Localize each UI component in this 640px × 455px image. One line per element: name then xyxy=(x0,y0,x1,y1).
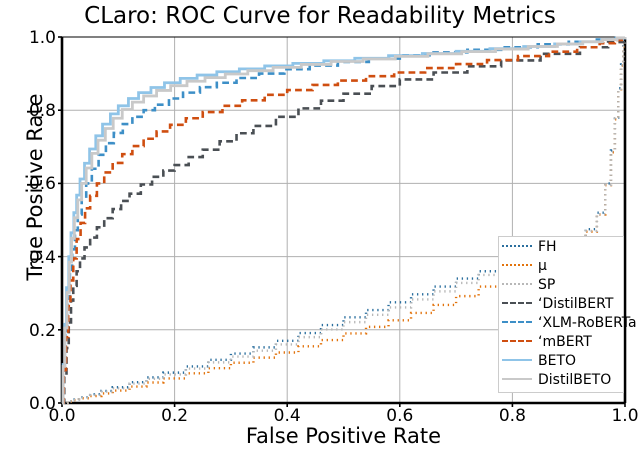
legend-line-sample-icon xyxy=(502,279,532,291)
x-tick-label: 0.4 xyxy=(273,406,301,426)
roc-curve-sp xyxy=(62,37,627,405)
legend-item-label: ‘DistilBERT xyxy=(538,295,614,312)
legend-item-label: FH xyxy=(538,238,557,255)
legend-line-sample-icon xyxy=(502,355,532,367)
legend-item-label: DistilBETO xyxy=(538,371,612,388)
legend-item[interactable]: ‘DistilBERT xyxy=(499,294,623,313)
x-tick-label: 1.0 xyxy=(611,406,639,426)
x-axis-label: False Positive Rate xyxy=(245,424,442,448)
roc-curve-fh xyxy=(62,37,627,405)
y-tick-label: 1.0 xyxy=(28,28,56,48)
legend-item[interactable]: μ xyxy=(499,256,623,275)
roc-curve-distilbert xyxy=(62,37,627,405)
roc-curves xyxy=(61,36,627,405)
y-tick-label: 0.8 xyxy=(28,101,56,122)
y-tick-label: 0.4 xyxy=(28,247,56,268)
roc-curve-mbert xyxy=(62,37,627,405)
roc-curve-beto xyxy=(61,36,627,405)
legend-item[interactable]: BETO xyxy=(499,351,623,370)
chart-title: CLaro: ROC Curve for Readability Metrics xyxy=(84,3,556,29)
legend-line-sample-icon xyxy=(502,260,532,272)
legend-item-label: ‘XLM-RoBERTa xyxy=(538,314,637,331)
x-tick-label: 0.0 xyxy=(48,406,76,426)
legend-item-label: μ xyxy=(538,257,547,274)
x-tick-label: 0.8 xyxy=(498,406,526,426)
chart-legend: FH μ SP ‘DistilBERT ‘XLM-RoBERTa ‘mBERT BETO Di… xyxy=(498,236,637,393)
legend-item[interactable]: ‘XLM-RoBERTa xyxy=(499,313,637,332)
legend-item[interactable]: SP xyxy=(499,275,623,294)
legend-item[interactable]: ‘mBERT xyxy=(499,332,623,351)
y-tick-label: 0.2 xyxy=(28,320,56,341)
legend-line-sample-icon xyxy=(502,241,532,253)
legend-item-label: ‘mBERT xyxy=(538,333,592,350)
legend-line-sample-icon xyxy=(502,336,532,348)
legend-line-sample-icon xyxy=(502,298,532,310)
legend-item-label: BETO xyxy=(538,352,577,369)
x-tick-label: 0.2 xyxy=(161,406,189,426)
y-tick-label: 0.0 xyxy=(28,394,56,414)
legend-line-sample-icon xyxy=(502,374,532,386)
legend-item-label: SP xyxy=(538,276,556,293)
y-tick-label: 0.6 xyxy=(28,174,56,195)
x-tick-label: 0.6 xyxy=(386,406,414,426)
roc-curve-distilbeto xyxy=(61,36,627,405)
legend-item[interactable]: DistilBETO xyxy=(499,370,623,389)
legend-item[interactable]: FH xyxy=(499,237,623,256)
legend-line-sample-icon xyxy=(502,317,532,329)
axes-frame xyxy=(60,36,627,405)
